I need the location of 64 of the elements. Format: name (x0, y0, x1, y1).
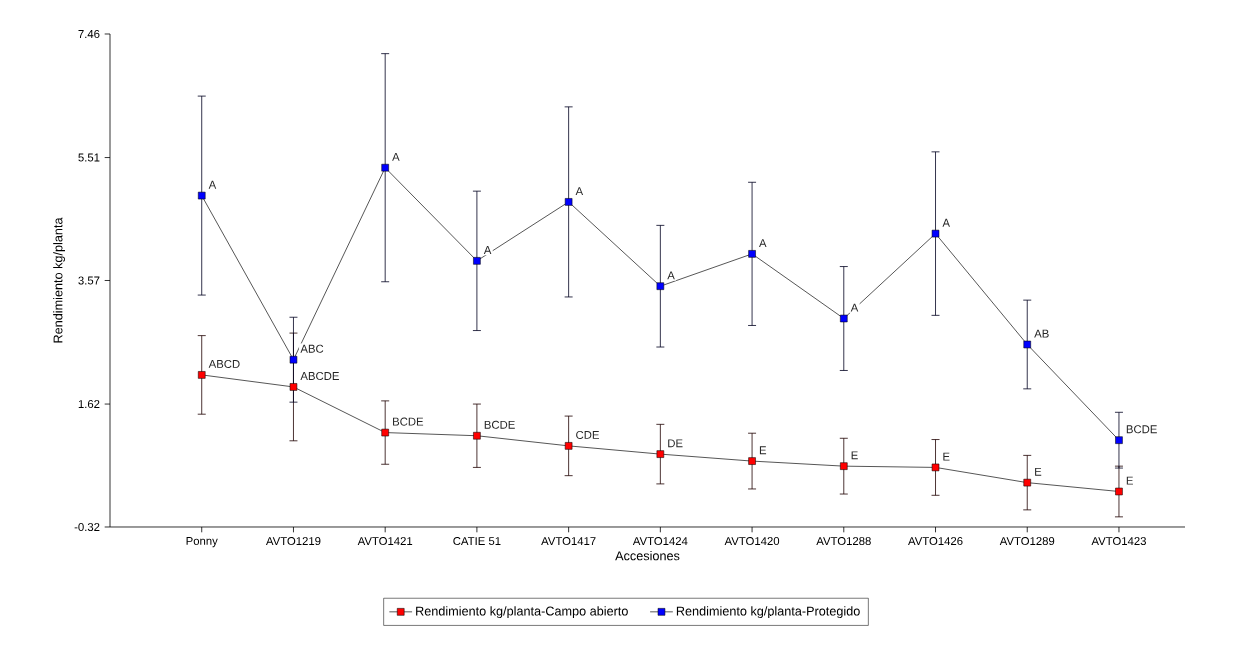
point (1023, 340, 1031, 349)
point (931, 463, 940, 472)
x-tick-label: AVTO1417 (541, 537, 596, 546)
y-tick-label: 3.57 (78, 276, 100, 285)
annotation: BCDE (484, 420, 515, 429)
annotation: A (483, 246, 492, 254)
y-tick-label: 1.62 (78, 400, 100, 409)
annotation: E (851, 451, 858, 460)
y-tick-label: -0.32 (74, 522, 100, 531)
annotation: E (943, 452, 950, 461)
x-tick-label: AVTO1420 (724, 537, 780, 546)
annotation: A (575, 187, 584, 195)
annotation: ABCDE (300, 372, 339, 381)
point (1115, 436, 1123, 444)
annotation: E (759, 446, 767, 455)
y-axis-title: Rendimiento kg/planta (53, 217, 65, 343)
annotation: CDE (576, 430, 599, 439)
annotation: A (208, 180, 217, 189)
annotation: A (392, 152, 400, 161)
x-axis-title: Accesiones (615, 551, 680, 561)
x-tick-label: AVTO1289 (999, 537, 1055, 546)
point (381, 163, 389, 172)
point (289, 383, 298, 391)
x-tick-label: Ponny (186, 537, 218, 548)
point (289, 355, 298, 364)
annotation: ABCD (208, 359, 240, 368)
annotation: ABC (300, 344, 324, 353)
point (656, 450, 665, 458)
point (198, 371, 206, 379)
annotation: DE (668, 439, 683, 448)
point (564, 198, 573, 206)
legend-label: Rendimiento kg/planta-Protegido (676, 606, 860, 619)
point (381, 428, 389, 437)
point (656, 282, 665, 290)
x-tick-label: AVTO1423 (1091, 537, 1146, 546)
point (748, 457, 756, 465)
point (840, 314, 848, 323)
annotation: A (759, 239, 767, 247)
y-tick-label: 7.46 (78, 29, 100, 38)
annotation: E (1035, 467, 1042, 476)
annotation: BCDE (1126, 425, 1157, 434)
point (198, 191, 206, 200)
annotation: E (1126, 476, 1133, 485)
annotation: AB (1034, 329, 1049, 338)
x-tick-label: AVTO1426 (908, 537, 963, 546)
point (840, 462, 848, 470)
annotation: A (667, 271, 675, 280)
point (473, 432, 481, 440)
point (564, 442, 573, 450)
point (1115, 487, 1123, 496)
annotation: A (850, 303, 859, 312)
x-tick-label: AVTO1424 (632, 537, 688, 546)
x-tick-label: AVTO1288 (816, 537, 871, 546)
annotation: A (942, 218, 950, 227)
point (931, 229, 940, 238)
x-tick-label: AVTO1421 (357, 537, 413, 546)
y-tick-label: 5.51 (78, 153, 100, 162)
x-tick-label: CATIE 51 (453, 537, 501, 546)
point (748, 250, 756, 258)
x-tick-label: AVTO1219 (265, 537, 321, 546)
legend-label: Rendimiento kg/planta-Campo abierto (416, 606, 628, 619)
annotation: BCDE (393, 417, 424, 426)
point (473, 257, 481, 265)
point (1023, 478, 1031, 487)
